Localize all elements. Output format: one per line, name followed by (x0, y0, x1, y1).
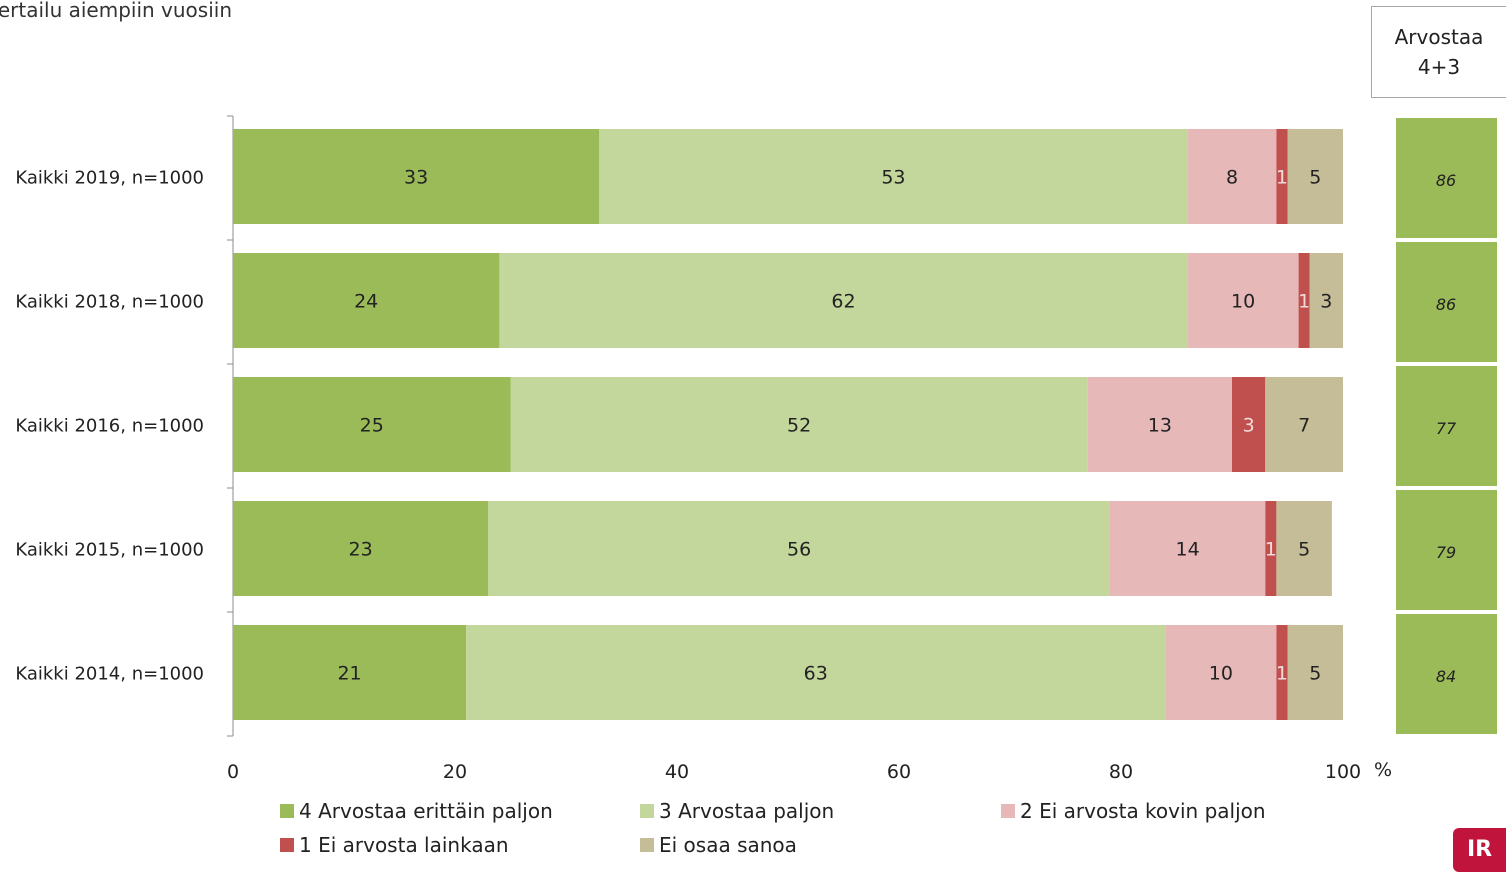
bar-segment (1276, 129, 1288, 224)
summary-value: 86 (1436, 171, 1456, 190)
bar-segment (233, 377, 511, 472)
bar-segment (1287, 129, 1343, 224)
legend-item: 4 Arvostaa erittäin paljon (280, 798, 553, 824)
summary-column-header: Arvostaa 4+3 (1371, 6, 1506, 98)
bar-value-label: 1 (1265, 539, 1277, 561)
bar-value-label: 33 (404, 167, 428, 189)
bar-value-label: 10 (1209, 663, 1233, 685)
bar-segment (488, 501, 1110, 596)
bar-value-label: 63 (804, 663, 828, 685)
x-tick-label: 20 (443, 761, 467, 783)
bar-segment (233, 253, 500, 348)
bar-segment (466, 625, 1166, 720)
legend-swatch (640, 804, 654, 818)
legend-item: 1 Ei arvosta lainkaan (280, 832, 509, 858)
legend-label: 4 Arvostaa erittäin paljon (299, 799, 553, 823)
legend-swatch (640, 838, 654, 852)
category-label: Kaikki 2018, n=1000 (15, 292, 204, 313)
category-label: Kaikki 2014, n=1000 (15, 664, 204, 685)
bar-value-label: 24 (354, 291, 378, 313)
summary-header-line2: 4+3 (1417, 55, 1461, 79)
legend-item: 2 Ei arvosta kovin paljon (1001, 798, 1266, 824)
bar-value-label: 8 (1226, 167, 1238, 189)
legend-swatch (280, 804, 294, 818)
bar-segment (1265, 501, 1277, 596)
legend-label: Ei osaa sanoa (659, 833, 797, 857)
x-tick-label: 60 (887, 761, 911, 783)
legend-item: 3 Arvostaa paljon (640, 798, 834, 824)
bar-segment (1232, 377, 1266, 472)
bar-segment (1276, 625, 1288, 720)
bar-value-label: 5 (1309, 167, 1321, 189)
summary-header-line1: Arvostaa (1394, 25, 1484, 49)
category-label: Kaikki 2019, n=1000 (15, 168, 204, 189)
summary-box (1396, 490, 1497, 610)
summary-value: 84 (1436, 667, 1456, 686)
x-tick-label: 80 (1109, 761, 1133, 783)
brand-logo-text: IR (1467, 837, 1493, 862)
bar-value-label: 13 (1148, 415, 1172, 437)
bar-segment (1276, 501, 1332, 596)
chart-subtitle: vertailu aiempiin vuosiin (0, 0, 233, 22)
bar-segment (1265, 377, 1343, 472)
bar-segment (1165, 625, 1277, 720)
x-tick-label: 40 (665, 761, 689, 783)
bar-value-label: 23 (349, 539, 373, 561)
summary-value: 77 (1436, 419, 1457, 438)
bar-segment (1287, 625, 1343, 720)
bar-segment (1187, 129, 1277, 224)
bar-segment (510, 377, 1088, 472)
bar-segment (1309, 253, 1343, 348)
bar-segment (233, 129, 600, 224)
bar-value-label: 14 (1176, 539, 1200, 561)
bar-segment (1187, 253, 1299, 348)
summary-box (1396, 614, 1497, 734)
bar-value-label: 56 (787, 539, 811, 561)
legend-item: Ei osaa sanoa (640, 832, 797, 858)
summary-value: 86 (1436, 295, 1456, 314)
bar-value-label: 21 (337, 663, 361, 685)
bar-value-label: 7 (1298, 415, 1310, 437)
legend-label: 3 Arvostaa paljon (659, 799, 835, 823)
bar-value-label: 5 (1309, 663, 1321, 685)
bar-segment (233, 501, 489, 596)
bar-value-label: 1 (1276, 663, 1288, 685)
summary-box (1396, 366, 1497, 486)
bar-value-label: 3 (1243, 415, 1255, 437)
bar-value-label: 1 (1276, 167, 1288, 189)
bar-value-label: 52 (787, 415, 811, 437)
bar-value-label: 5 (1298, 539, 1310, 561)
bar-segment (233, 625, 467, 720)
x-axis-unit: % (1374, 759, 1392, 781)
x-tick-label: 0 (227, 761, 239, 783)
bar-value-label: 53 (881, 167, 905, 189)
category-label: Kaikki 2015, n=1000 (15, 540, 204, 561)
bar-value-label: 10 (1231, 291, 1255, 313)
summary-value: 79 (1436, 543, 1456, 562)
summary-box (1396, 118, 1497, 238)
bar-segment (499, 253, 1188, 348)
legend-swatch (1001, 804, 1015, 818)
legend-swatch (280, 838, 294, 852)
legend-label: 1 Ei arvosta lainkaan (299, 833, 509, 857)
bar-value-label: 1 (1298, 291, 1310, 313)
bar-value-label: 3 (1320, 291, 1332, 313)
legend-label: 2 Ei arvosta kovin paljon (1020, 799, 1266, 823)
bar-segment (1298, 253, 1310, 348)
summary-box (1396, 242, 1497, 362)
bar-segment (599, 129, 1188, 224)
bar-segment (1087, 377, 1232, 472)
bar-value-label: 62 (831, 291, 855, 313)
bar-value-label: 25 (360, 415, 384, 437)
x-tick-label: 100 (1325, 761, 1361, 783)
bar-segment (1109, 501, 1266, 596)
category-label: Kaikki 2016, n=1000 (15, 416, 204, 437)
